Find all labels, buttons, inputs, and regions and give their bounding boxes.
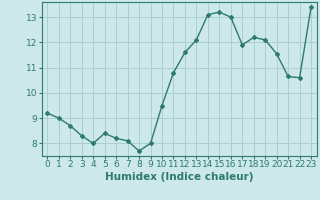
X-axis label: Humidex (Indice chaleur): Humidex (Indice chaleur) [105, 172, 253, 182]
